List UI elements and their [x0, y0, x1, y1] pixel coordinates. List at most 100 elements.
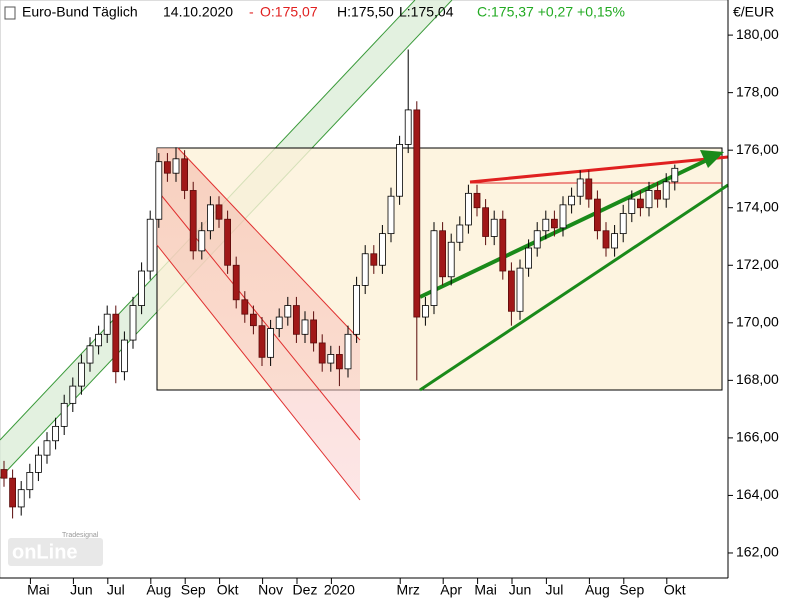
candle-body: [370, 253, 378, 266]
candle-body: [318, 342, 326, 364]
x-tick-label: Nov: [258, 582, 283, 598]
candle-body: [267, 328, 275, 358]
candle-body: [585, 178, 593, 200]
candle-body: [121, 339, 128, 373]
candle-body: [645, 190, 653, 209]
candle-body: [26, 472, 34, 491]
candle-body: [146, 218, 154, 272]
candle-body: [224, 218, 232, 266]
down-channel-band: [157, 148, 360, 500]
candle-body: [163, 161, 171, 174]
candle-body: [378, 233, 386, 266]
candle-body: [413, 109, 421, 318]
x-tick-label: Jun: [509, 582, 532, 598]
candle-body: [95, 333, 102, 347]
candle-body: [258, 325, 266, 358]
candle-body: [86, 345, 94, 364]
candle-body: [284, 305, 292, 318]
x-tick-label: Dez: [293, 582, 318, 598]
candle-body: [78, 362, 85, 387]
candle-body: [249, 313, 257, 327]
x-tick-label: Jul: [107, 582, 125, 598]
candle-body: [52, 425, 59, 442]
x-tick-label: Sep: [181, 582, 206, 598]
candle-body: [327, 354, 335, 364]
candle-body: [60, 402, 68, 427]
candle-body: [594, 198, 601, 232]
candle-body: [103, 313, 111, 335]
candle-body: [499, 218, 507, 272]
x-tick-label: Aug: [146, 582, 171, 598]
candle-body: [43, 440, 51, 456]
candles: [0, 49, 679, 519]
candle-body: [404, 109, 412, 145]
x-tick-label: 2020: [324, 582, 355, 598]
candle-body: [198, 230, 206, 252]
candle-body: [206, 204, 214, 232]
x-tick-label: Aug: [585, 582, 610, 598]
candle-body: [9, 477, 17, 508]
chart-icon: [4, 6, 16, 20]
candle-body: [551, 218, 558, 229]
candle-body: [396, 144, 404, 197]
candle-body: [241, 299, 249, 315]
candle-body: [35, 454, 42, 473]
candle-body: [430, 230, 438, 306]
y-tick-label: 170,00: [736, 314, 779, 330]
candle-body: [301, 319, 309, 335]
y-tick-label: 168,00: [736, 371, 779, 387]
candle-body: [637, 198, 644, 209]
candle-body: [344, 333, 352, 370]
candle-body: [69, 385, 77, 404]
x-tick-label: Okt: [217, 582, 239, 598]
candle-body: [335, 354, 343, 370]
down-channel-line: [156, 244, 361, 501]
date: 14.10.2020: [163, 4, 233, 20]
x-tick-label: Mrz: [397, 582, 420, 598]
y-tick-label: 166,00: [736, 429, 779, 445]
candle-body: [189, 190, 197, 252]
y-tick-label: 180,00: [736, 26, 779, 42]
separator: -: [249, 4, 254, 20]
candle-body: [421, 305, 429, 318]
high-value: H:175,50: [337, 4, 394, 20]
candle-body: [576, 178, 584, 197]
candle-body: [559, 204, 567, 229]
instrument: Euro-Bund Täglich: [22, 4, 138, 20]
x-tick-label: Mai: [27, 582, 50, 598]
candle-body: [490, 218, 498, 237]
candle-body: [654, 190, 661, 200]
y-tick-label: 178,00: [736, 83, 779, 99]
candle-body: [611, 233, 618, 249]
y-unit: €/EUR: [733, 4, 774, 20]
logo-brand: Tradesignal: [62, 532, 99, 539]
down-channel-line: [177, 147, 361, 341]
candle-body: [232, 264, 240, 301]
candle-body: [387, 195, 395, 235]
candle-body: [568, 195, 575, 206]
candle-body: [473, 192, 481, 209]
x-tick-label: Jul: [545, 582, 563, 598]
logo: onLine: [12, 541, 78, 563]
candle-body: [138, 270, 146, 306]
candle-body: [129, 305, 137, 341]
trend-line: [469, 155, 729, 184]
y-tick-label: 172,00: [736, 256, 779, 272]
y-tick-label: 174,00: [736, 198, 779, 214]
y-tick-label: 176,00: [736, 141, 779, 157]
logo-box: [8, 538, 103, 566]
close-value: C:175,37 +0,27 +0,15%: [477, 4, 625, 20]
candle-body: [482, 207, 490, 237]
arrow-head: [700, 150, 724, 168]
x-tick-label: Okt: [664, 582, 686, 598]
x-tick-label: Mai: [474, 582, 497, 598]
candle-body: [0, 469, 8, 479]
candle-body: [155, 161, 163, 220]
candle-body: [181, 158, 189, 191]
low-value: L:175,04: [399, 4, 454, 20]
candle-body: [671, 167, 679, 183]
candle-body: [112, 313, 120, 373]
x-tick-label: Sep: [619, 582, 644, 598]
candle-body: [533, 230, 541, 249]
